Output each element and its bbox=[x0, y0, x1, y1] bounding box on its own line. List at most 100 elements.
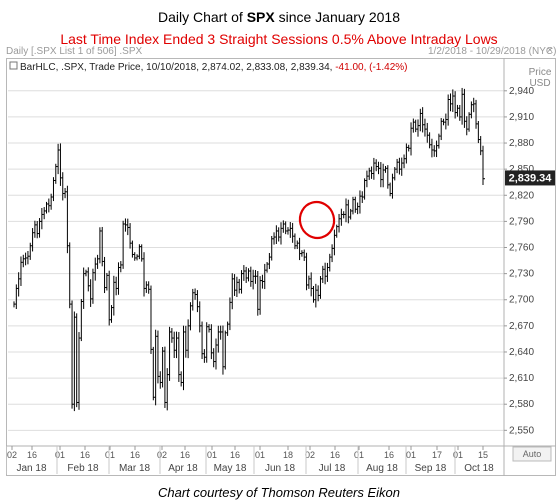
price-bar bbox=[80, 299, 84, 342]
close-icon[interactable]: × bbox=[547, 45, 553, 56]
y-tick-label: 2,550 bbox=[509, 425, 534, 436]
y-tick-label: 2,580 bbox=[509, 399, 534, 410]
y-tick-label: 2,880 bbox=[509, 138, 534, 149]
price-bar bbox=[375, 159, 379, 172]
price-bar bbox=[55, 163, 58, 184]
x-day-label: 16 bbox=[180, 450, 190, 460]
price-bar bbox=[378, 161, 381, 175]
x-day-label: 01 bbox=[105, 450, 115, 460]
price-bar bbox=[401, 157, 404, 176]
price-bar bbox=[36, 221, 40, 239]
price-bar bbox=[285, 221, 288, 235]
last-price-label: 2,839.34 bbox=[509, 172, 553, 184]
price-bar bbox=[324, 262, 328, 285]
price-bar bbox=[73, 311, 77, 412]
price-bar bbox=[336, 224, 339, 238]
price-bar bbox=[329, 253, 332, 272]
x-day-label: 01 bbox=[406, 450, 416, 460]
price-bar bbox=[408, 144, 411, 152]
price-bar bbox=[475, 99, 479, 129]
price-bar bbox=[129, 223, 133, 249]
price-bar bbox=[152, 346, 156, 401]
price-bar bbox=[443, 118, 446, 126]
x-month-label: Mar 18 bbox=[119, 463, 151, 474]
price-bar bbox=[331, 244, 335, 263]
price-bars bbox=[13, 87, 485, 412]
price-bar bbox=[259, 276, 263, 315]
legend-toggle-icon[interactable] bbox=[9, 61, 18, 70]
last-price-marker: 2,839.34 bbox=[505, 170, 555, 186]
chart-credit: Chart courtesy of Thomson Reuters Eikon bbox=[157, 485, 401, 500]
price-bar bbox=[257, 271, 260, 316]
price-bar bbox=[111, 305, 114, 323]
price-bar bbox=[445, 113, 448, 130]
x-day-label: 01 bbox=[453, 450, 463, 460]
price-bar bbox=[94, 257, 98, 281]
price-bar bbox=[361, 191, 365, 203]
price-bar bbox=[275, 225, 279, 244]
y-tick-label: 2,640 bbox=[509, 347, 534, 358]
x-month-label: Apr 18 bbox=[168, 463, 198, 474]
price-bar bbox=[134, 252, 137, 261]
price-bar bbox=[373, 157, 376, 180]
price-bar bbox=[278, 227, 281, 242]
price-bar bbox=[13, 301, 16, 308]
price-bar bbox=[326, 262, 330, 282]
price-bar bbox=[196, 290, 200, 313]
price-bar bbox=[468, 112, 472, 132]
price-bar bbox=[199, 301, 202, 333]
price-bar bbox=[99, 227, 102, 264]
legend-text: BarHLC, .SPX, Trade Price, 10/10/2018, 2… bbox=[20, 62, 335, 73]
auto-scale-label: Auto bbox=[523, 449, 542, 459]
auto-scale-button[interactable] bbox=[512, 446, 552, 462]
price-bar bbox=[482, 145, 485, 186]
price-bar bbox=[189, 302, 193, 331]
price-bar bbox=[308, 275, 311, 289]
y-tick-label: 2,730 bbox=[509, 269, 534, 280]
price-bar bbox=[384, 165, 388, 173]
price-bar bbox=[433, 145, 437, 157]
price-bar bbox=[213, 348, 216, 368]
price-bar bbox=[248, 268, 251, 282]
price-bar bbox=[187, 319, 191, 359]
chart-frame: Price USD Auto 2,550 2,580 2,610 2,640 2,670… bbox=[5, 58, 556, 476]
annotations bbox=[298, 200, 336, 240]
price-bar bbox=[405, 143, 409, 164]
price-bar bbox=[104, 256, 107, 294]
price-bar bbox=[50, 193, 54, 210]
price-bar bbox=[266, 262, 270, 273]
price-bar bbox=[459, 105, 462, 121]
y-tick-label: 2,670 bbox=[509, 321, 534, 332]
price-bar bbox=[271, 235, 274, 261]
x-month-label: Jan 18 bbox=[16, 463, 46, 474]
price-bar bbox=[85, 269, 88, 277]
price-bar bbox=[215, 338, 218, 370]
price-bar bbox=[138, 244, 142, 260]
price-bar bbox=[422, 107, 425, 133]
x-month-label: Jun 18 bbox=[265, 463, 295, 474]
price-bar bbox=[180, 371, 184, 387]
chart-subtitle: Last Time Index Ended 3 Straight Session… bbox=[60, 31, 498, 47]
y-tick-label: 2,850 bbox=[509, 164, 534, 175]
x-day-label: 01 bbox=[207, 450, 217, 460]
price-bar bbox=[136, 254, 140, 261]
price-bar bbox=[206, 322, 209, 363]
price-bar bbox=[366, 170, 369, 188]
y-tick-label: 2,700 bbox=[509, 295, 534, 306]
price-bar bbox=[171, 328, 174, 343]
price-bar bbox=[438, 133, 441, 149]
price-bar bbox=[66, 185, 70, 254]
price-bar bbox=[299, 237, 302, 261]
price-bar bbox=[57, 143, 61, 175]
price-chart: Price USD Auto 2,550 2,580 2,610 2,640 2,670… bbox=[5, 58, 556, 476]
price-bar bbox=[292, 222, 295, 243]
price-bar bbox=[254, 270, 258, 284]
price-bar bbox=[64, 187, 68, 199]
price-bar bbox=[87, 267, 91, 292]
price-bar bbox=[143, 252, 147, 297]
legend: BarHLC, .SPX, Trade Price, 10/10/2018, 2… bbox=[9, 61, 407, 73]
price-bar bbox=[224, 330, 228, 370]
price-bar bbox=[231, 273, 235, 310]
price-bar bbox=[115, 276, 119, 296]
price-bar bbox=[150, 285, 153, 354]
